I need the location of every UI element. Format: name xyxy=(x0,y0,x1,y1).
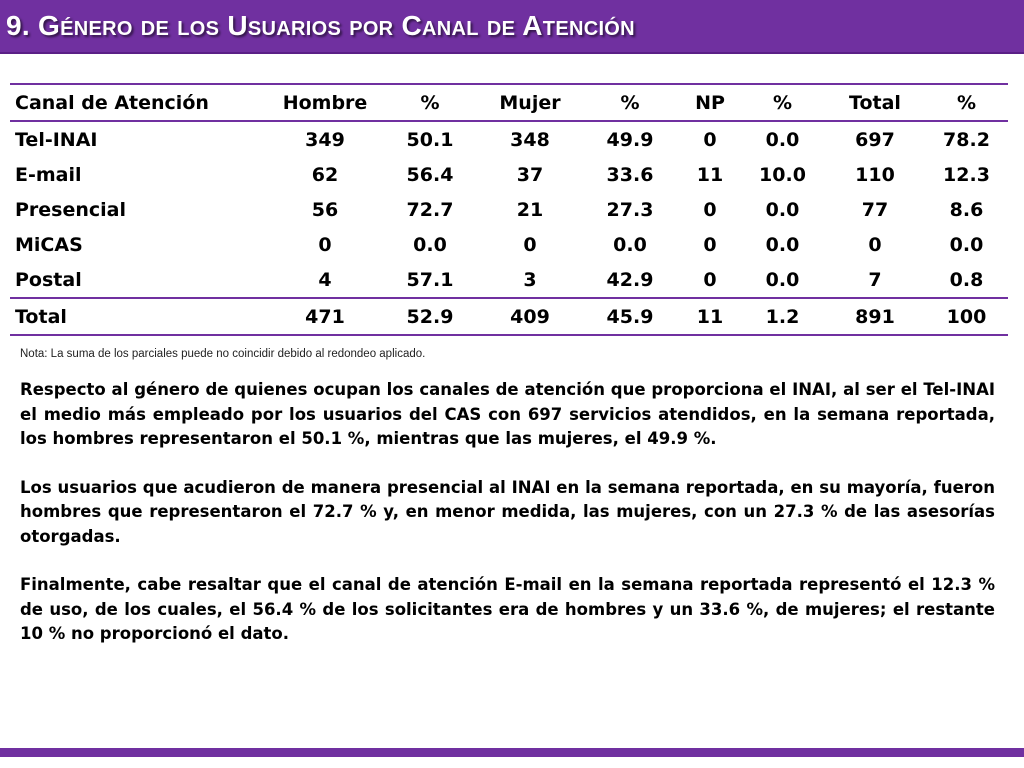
title-bar: 9. Género de los Usuarios por Canal de A… xyxy=(0,0,1024,54)
table-cell: 0.0 xyxy=(765,233,800,256)
table-cell: 37 xyxy=(516,163,544,186)
table-cell: 33.6 xyxy=(606,163,654,186)
total-cell: 1.2 xyxy=(740,297,825,336)
channel-cell: Presencial xyxy=(15,198,127,221)
total-label-cell: Total xyxy=(10,297,270,336)
total-cell: 52.9 xyxy=(380,297,480,336)
table-cell: 42.9 xyxy=(606,268,654,291)
body-text: Respecto al género de quienes ocupan los… xyxy=(20,378,995,671)
paragraph: Los usuarios que acudieron de manera pre… xyxy=(20,477,995,546)
table-cell: 0.0 xyxy=(765,198,800,221)
table-cell: 7 xyxy=(868,268,882,291)
table-cell: 0.0 xyxy=(765,128,800,151)
total-cell: 891 xyxy=(825,297,925,336)
total-cell: 45.9 xyxy=(580,297,680,336)
table-row: E-mail 62 56.4 37 33.6 11 10.0 110 12.3 xyxy=(10,157,1008,192)
header-cell: % xyxy=(925,83,1008,122)
table-cell: 11 xyxy=(696,163,724,186)
table-cell: 62 xyxy=(311,163,339,186)
header-cell: % xyxy=(580,83,680,122)
table-cell: 0.0 xyxy=(413,233,447,256)
gender-by-channel-table: Canal de Atención Hombre % Mujer % NP % … xyxy=(10,83,1008,336)
table-row: MiCAS 0 0.0 0 0.0 0 0.0 0 0.0 xyxy=(10,227,1008,262)
table-cell: 49.9 xyxy=(606,128,654,151)
table-cell: 4 xyxy=(318,268,332,291)
table-cell: 0 xyxy=(703,268,717,291)
table-cell: 110 xyxy=(855,163,895,186)
table-cell: 8.6 xyxy=(949,198,984,221)
header-cell: Hombre xyxy=(270,83,380,122)
table-total-row: Total 471 52.9 409 45.9 11 1.2 891 100 xyxy=(10,297,1008,336)
paragraph: Finalmente, cabe resaltar que el canal d… xyxy=(20,575,995,643)
channel-cell: E-mail xyxy=(15,163,82,186)
total-cell: 11 xyxy=(680,297,740,336)
total-cell: 409 xyxy=(480,297,580,336)
table-header-row: Canal de Atención Hombre % Mujer % NP % … xyxy=(10,83,1008,122)
table-cell: 27.3 xyxy=(606,198,654,221)
table-note: Nota: La suma de los parciales puede no … xyxy=(20,348,426,360)
table-cell: 12.3 xyxy=(943,163,990,186)
table-cell: 0.8 xyxy=(949,268,984,291)
channel-cell: Postal xyxy=(15,268,82,291)
footer-bar xyxy=(0,748,1024,757)
table-cell: 0 xyxy=(868,233,882,256)
table-cell: 0 xyxy=(523,233,537,256)
table-cell: 349 xyxy=(305,128,345,151)
table-cell: 72.7 xyxy=(406,198,454,221)
channel-cell: Tel-INAI xyxy=(15,128,98,151)
table-cell: 77 xyxy=(861,198,889,221)
table-cell: 10.0 xyxy=(759,163,806,186)
header-cell: % xyxy=(380,83,480,122)
table-row: Tel-INAI 349 50.1 348 49.9 0 0.0 697 78.… xyxy=(10,121,1008,157)
table-cell: 0 xyxy=(703,128,717,151)
header-cell: Canal de Atención xyxy=(10,83,270,122)
table-cell: 0 xyxy=(703,198,717,221)
table-row: Presencial 56 72.7 21 27.3 0 0.0 77 8.6 xyxy=(10,192,1008,227)
page-title: 9. Género de los Usuarios por Canal de A… xyxy=(6,10,635,41)
table-cell: 0.0 xyxy=(765,268,800,291)
channel-cell: MiCAS xyxy=(15,233,83,256)
header-cell: NP xyxy=(680,83,740,122)
table-cell: 56.4 xyxy=(406,163,454,186)
total-cell: 100 xyxy=(925,297,1008,336)
table-cell: 50.1 xyxy=(406,128,454,151)
table-cell: 57.1 xyxy=(406,268,454,291)
table-cell: 0.0 xyxy=(949,233,984,256)
table-cell: 3 xyxy=(523,268,537,291)
table-cell: 56 xyxy=(311,198,339,221)
table-cell: 0 xyxy=(703,233,717,256)
table-cell: 78.2 xyxy=(943,128,990,151)
header-cell: Mujer xyxy=(480,83,580,122)
table-cell: 0 xyxy=(318,233,332,256)
paragraph: Respecto al género de quienes ocupan los… xyxy=(20,380,995,448)
header-cell: % xyxy=(740,83,825,122)
total-cell: 471 xyxy=(270,297,380,336)
header-cell: Total xyxy=(825,83,925,122)
table-cell: 0.0 xyxy=(613,233,647,256)
table-cell: 21 xyxy=(516,198,544,221)
table-row: Postal 4 57.1 3 42.9 0 0.0 7 0.8 xyxy=(10,262,1008,298)
table-cell: 697 xyxy=(855,128,895,151)
table-cell: 348 xyxy=(510,128,550,151)
